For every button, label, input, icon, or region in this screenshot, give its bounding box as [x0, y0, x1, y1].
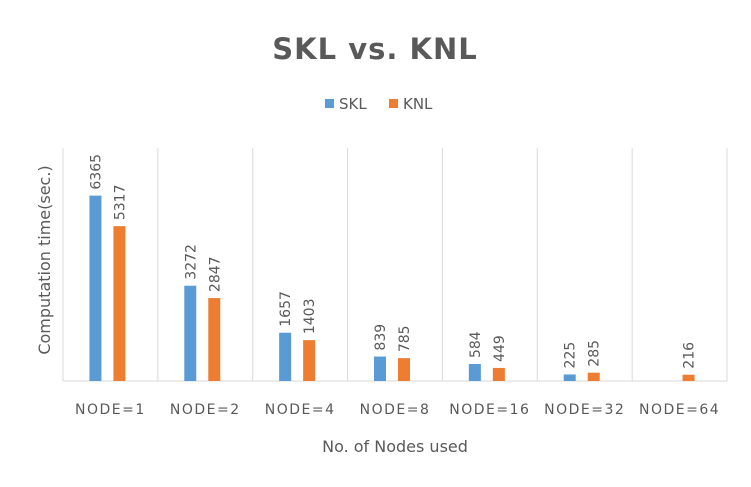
data-label-skl-node-2: 3272 [183, 244, 199, 280]
legend-label-knl: KNL [403, 95, 433, 113]
data-label-knl-node-32: 285 [587, 340, 603, 367]
data-label-knl-node-16: 449 [492, 335, 508, 362]
data-label-skl-node-16: 584 [468, 331, 484, 358]
bar-knl-node-2 [208, 298, 221, 381]
data-labels: 6365 5317 3272 2847 1657 1403 839 785 584 449 225 2… [88, 154, 697, 369]
x-tick-label: NODE=4 [265, 402, 336, 418]
bar-skl-node-16 [468, 363, 481, 381]
data-label-knl-node-4: 1403 [302, 298, 318, 334]
data-label-knl-node-8: 785 [397, 325, 413, 352]
bar-knl-node-1 [113, 226, 126, 381]
bar-skl-node-4 [279, 332, 292, 381]
x-tick-labels: NODE=1 NODE=2 NODE=4 NODE=8 NODE=16 NODE=32 NO… [75, 402, 720, 418]
data-label-knl-node-2: 2847 [207, 256, 223, 292]
x-tick-label: NODE=2 [170, 402, 241, 418]
bar-skl-node-1 [89, 195, 102, 381]
legend-label-skl: SKL [339, 95, 367, 113]
bar-skl-node-2 [184, 285, 197, 381]
data-label-skl-node-8: 839 [373, 324, 389, 351]
gridlines [62, 148, 728, 381]
x-tick-label: NODE=1 [75, 402, 146, 418]
bar-knl-node-4 [303, 340, 316, 381]
data-label-skl-node-1: 6365 [88, 154, 104, 190]
bar-knl-node-32 [587, 372, 600, 381]
x-axis-title: No. of Nodes used [322, 437, 468, 456]
legend-swatch-skl [325, 99, 334, 108]
bar-knl-node-8 [398, 358, 410, 381]
x-tick-label: NODE=16 [449, 402, 530, 418]
x-tick-label: NODE=32 [544, 402, 625, 418]
bar-knl-node-16 [492, 367, 505, 381]
chart-title: SKL vs. KNL [272, 32, 477, 66]
bar-knl-node-64 [682, 374, 695, 381]
bar-skl-node-32 [563, 374, 576, 381]
bar-skl-node-8 [374, 356, 386, 381]
data-label-skl-node-32: 225 [563, 342, 579, 369]
data-label-knl-node-64: 216 [682, 342, 698, 369]
legend: SKL KNL [325, 95, 433, 113]
data-label-skl-node-4: 1657 [278, 291, 294, 327]
legend-swatch-knl [389, 99, 398, 108]
x-tick-label: NODE=64 [639, 402, 720, 418]
bars [89, 195, 695, 381]
x-tick-label: NODE=8 [360, 402, 431, 418]
y-axis-title: Computation time(sec.) [35, 165, 54, 354]
data-label-knl-node-1: 5317 [112, 185, 128, 221]
